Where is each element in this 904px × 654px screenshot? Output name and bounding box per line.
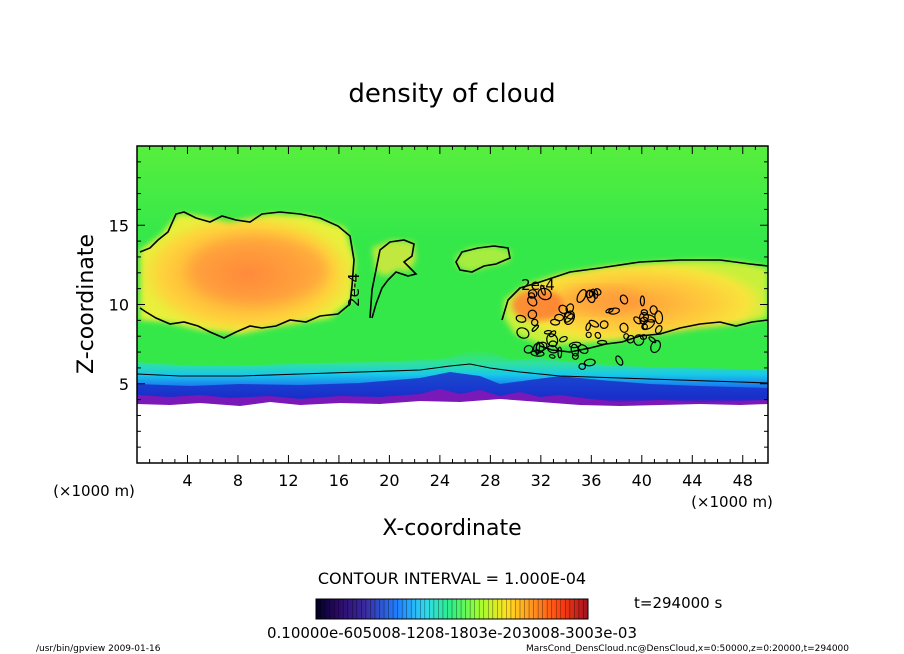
colorbar-labels: 0.10000e-605008-1208-1803e-203008-3003e-… — [267, 624, 637, 642]
contour-loop — [592, 289, 599, 300]
contour-loop — [599, 320, 609, 329]
time-label: t=294000 s — [634, 594, 722, 612]
contour-loop — [557, 346, 563, 359]
cloud-small-a — [372, 240, 416, 276]
contour-loop — [585, 322, 592, 332]
x-tick-label: 8 — [233, 471, 243, 490]
contour-loop — [585, 331, 592, 339]
contour-loop — [654, 325, 663, 334]
x-tick-label: 32 — [531, 471, 551, 490]
y-tick-label: 15 — [109, 216, 129, 235]
colorbar-divisions — [320, 599, 584, 619]
contour-loop — [619, 294, 629, 305]
contour-label: 2e-4 — [521, 276, 555, 294]
x-tick-label: 40 — [632, 471, 652, 490]
contour-loop — [640, 309, 649, 316]
contour-loop — [527, 289, 538, 299]
contour-loop — [527, 296, 538, 307]
contour-loop — [577, 344, 589, 355]
cloud-right-core-b — [560, 286, 640, 314]
contour-interval-text: CONTOUR INTERVAL = 1.000E-04 — [318, 569, 586, 588]
contour-loop — [531, 324, 540, 332]
x-tick-label: 28 — [480, 471, 500, 490]
x-tick-labels: 4 8 12 16 20 24 28 32 36 40 44 48 — [182, 471, 753, 490]
contour-loop — [650, 339, 662, 354]
contour-line — [455, 245, 511, 273]
low-level-dark-band — [137, 372, 768, 400]
contour-loop — [558, 304, 569, 315]
contour-loop — [535, 341, 541, 356]
contour-line — [139, 211, 355, 339]
contour-loop — [537, 287, 552, 301]
footer-left: /usr/bin/gpview 2009-01-16 — [36, 644, 161, 654]
contour-loop — [588, 319, 600, 328]
contour-loop — [633, 334, 645, 346]
contour-loop — [648, 336, 657, 344]
ground-region — [137, 399, 768, 463]
contour-loop — [546, 333, 559, 348]
contour-loop — [568, 341, 582, 349]
contour-loop — [583, 358, 596, 367]
x-unit-label: (×1000 m) — [691, 493, 773, 511]
contour-label: 2e-4 — [345, 273, 363, 307]
contour-loop — [515, 314, 527, 323]
contour-loop — [548, 354, 556, 359]
y-unit-label: (×1000 m) — [53, 482, 135, 500]
plot-area: 2e-4 2e-4 — [137, 146, 768, 463]
footer-right: MarsCond_DensCloud.nc@DensCloud,x=0:5000… — [526, 644, 849, 654]
chart-title: density of cloud — [348, 79, 555, 109]
contour-loop — [540, 284, 546, 296]
contour-loop — [576, 289, 587, 303]
contour-loop — [523, 344, 534, 354]
contour-loop — [516, 327, 530, 339]
contour-loop — [530, 350, 545, 357]
contour-loop — [554, 313, 565, 322]
x-tick-label: 20 — [379, 471, 399, 490]
contour-loop — [528, 292, 536, 299]
contour-line — [369, 239, 418, 319]
contour-lines — [137, 211, 768, 384]
x-tick-label: 4 — [182, 471, 192, 490]
contour-loop — [559, 335, 568, 343]
x-axis-label: X-coordinate — [382, 516, 521, 541]
contour-loop — [619, 322, 629, 333]
x-tick-label: 44 — [682, 471, 702, 490]
y-tick-label: 5 — [119, 375, 129, 394]
x-tick-label: 12 — [278, 471, 298, 490]
contour-loop — [527, 309, 538, 320]
contour-loop — [615, 355, 624, 366]
contour-loop — [639, 295, 646, 307]
contour-loop — [543, 329, 553, 335]
contour-loop — [570, 343, 579, 357]
contour-line — [501, 259, 768, 321]
contour-loop — [571, 352, 579, 360]
contour-loop — [649, 305, 658, 315]
purple-fringe — [137, 389, 768, 408]
contour-loop — [594, 331, 602, 339]
dense-contours — [515, 284, 664, 371]
x-tick-label: 48 — [733, 471, 753, 490]
contour-loop — [578, 362, 586, 371]
y-tick-label: 10 — [109, 296, 129, 315]
y-axis-label: Z-coordinate — [74, 234, 99, 374]
contour-loop — [533, 342, 545, 354]
axis-ticks — [137, 146, 768, 463]
contour-loop — [642, 323, 649, 330]
contour-loop — [563, 310, 576, 325]
contour-loop — [608, 307, 621, 315]
contour-line — [137, 363, 768, 384]
x-tick-label: 16 — [329, 471, 349, 490]
contour-loop — [605, 307, 614, 314]
x-tick-label: 24 — [430, 471, 450, 490]
cloud-left-core — [188, 236, 328, 304]
x-tick-label: 36 — [581, 471, 601, 490]
contour-line — [539, 319, 768, 353]
y-tick-labels: 5 10 15 — [109, 216, 129, 394]
contour-loop — [596, 339, 608, 345]
contour-loop — [531, 318, 539, 327]
cloud-small-b — [456, 246, 512, 272]
contour-loop — [642, 314, 657, 323]
